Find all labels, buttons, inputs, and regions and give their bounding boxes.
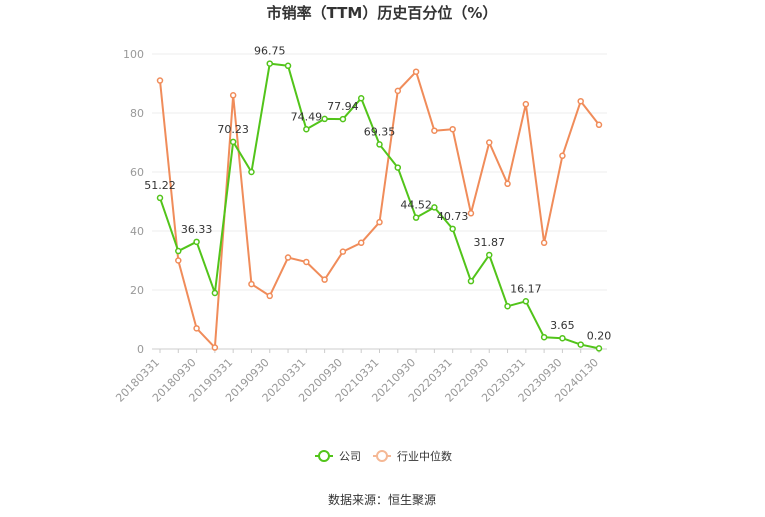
data-point-industry-median[interactable]	[467, 210, 475, 217]
data-point-industry-median[interactable]	[449, 125, 456, 133]
data-point-industry-median[interactable]	[577, 97, 584, 105]
data-point-industry-median[interactable]	[376, 218, 383, 226]
data-point-company[interactable]	[248, 168, 255, 176]
data-point-company[interactable]	[321, 115, 328, 123]
data-point-company[interactable]	[595, 345, 603, 352]
data-label-company: 96.75	[254, 45, 286, 58]
series-layer	[156, 60, 603, 352]
data-point-industry-median[interactable]	[540, 239, 548, 247]
legend-industry-label: 行业中位数	[397, 449, 452, 463]
data-label-company: 69.35	[364, 125, 396, 138]
data-point-industry-median[interactable]	[431, 127, 438, 134]
data-point-industry-median[interactable]	[394, 87, 402, 95]
data-point-company[interactable]	[266, 60, 273, 67]
data-label-company: 51.22	[144, 179, 176, 192]
data-point-industry-median[interactable]	[175, 257, 182, 264]
data-label-layer: 51.22 36.33 70.23 96.75 74.49 77.94 69.35 44.52…	[144, 45, 611, 343]
data-label-company: 70.23	[217, 123, 249, 136]
data-point-company[interactable]	[412, 214, 420, 221]
legend: 公司 行业中位数	[315, 449, 452, 463]
data-point-industry-median[interactable]	[266, 292, 273, 300]
legend-company-label: 公司	[339, 450, 361, 463]
data-point-company[interactable]	[577, 341, 584, 348]
y-tick-label: 0	[137, 343, 144, 356]
data-point-company[interactable]	[357, 95, 365, 102]
data-point-industry-median[interactable]	[303, 258, 310, 266]
data-label-company: 40.73	[437, 210, 469, 223]
data-label-company: 16.17	[510, 282, 542, 295]
data-point-industry-median[interactable]	[522, 100, 530, 108]
legend-item-industry-median[interactable]: 行业中位数	[373, 449, 452, 463]
data-point-company[interactable]	[376, 141, 383, 148]
data-point-company[interactable]	[504, 302, 511, 310]
data-label-company: 0.20	[587, 329, 612, 342]
y-tick-label: 60	[130, 166, 144, 179]
data-label-company: 31.87	[474, 236, 506, 249]
data-point-industry-median[interactable]	[357, 239, 365, 247]
data-point-company[interactable]	[284, 62, 292, 70]
data-point-industry-median[interactable]	[248, 280, 255, 288]
data-point-company[interactable]	[540, 333, 548, 341]
legend-item-company[interactable]: 公司	[315, 450, 361, 463]
data-point-company[interactable]	[193, 238, 200, 246]
source-note: 数据来源：恒生聚源	[328, 492, 436, 507]
data-label-company: 77.94	[327, 100, 359, 113]
data-point-industry-median[interactable]	[595, 121, 603, 129]
y-tick-label: 80	[130, 107, 144, 120]
data-point-company[interactable]	[467, 277, 475, 285]
y-tick-label: 20	[130, 284, 144, 297]
y-tick-label: 100	[123, 48, 144, 61]
data-label-company: 44.52	[400, 199, 432, 212]
data-point-company[interactable]	[431, 204, 438, 211]
data-point-industry-median[interactable]	[486, 139, 493, 146]
data-label-company: 36.33	[181, 223, 213, 236]
data-label-company: 74.49	[291, 110, 323, 123]
data-point-company[interactable]	[449, 225, 456, 233]
y-tick-label: 40	[130, 225, 144, 238]
data-point-industry-median[interactable]	[193, 325, 200, 332]
data-point-company[interactable]	[486, 251, 493, 259]
data-point-industry-median[interactable]	[321, 276, 328, 283]
legend-company-marker	[318, 450, 330, 462]
data-point-company[interactable]	[229, 138, 237, 146]
data-point-company[interactable]	[559, 334, 566, 342]
data-point-company[interactable]	[211, 289, 219, 297]
data-point-industry-median[interactable]	[211, 344, 219, 351]
data-point-company[interactable]	[175, 247, 182, 255]
legend-industry-marker	[376, 450, 388, 462]
data-point-company[interactable]	[303, 126, 310, 133]
data-point-industry-median[interactable]	[284, 254, 292, 261]
data-point-industry-median[interactable]	[412, 68, 420, 75]
data-point-industry-median[interactable]	[339, 248, 347, 255]
data-point-company[interactable]	[156, 194, 164, 202]
data-point-industry-median[interactable]	[504, 180, 511, 188]
data-label-company: 3.65	[550, 319, 575, 332]
data-point-company[interactable]	[339, 115, 347, 123]
series-line-company	[159, 62, 600, 350]
chart-title: 市销率（TTM）历史百分位（%）	[267, 4, 498, 22]
data-point-industry-median[interactable]	[156, 77, 164, 84]
data-point-company[interactable]	[394, 164, 402, 171]
data-point-industry-median[interactable]	[229, 92, 237, 99]
data-point-company[interactable]	[522, 298, 530, 305]
data-point-industry-median[interactable]	[559, 152, 566, 160]
